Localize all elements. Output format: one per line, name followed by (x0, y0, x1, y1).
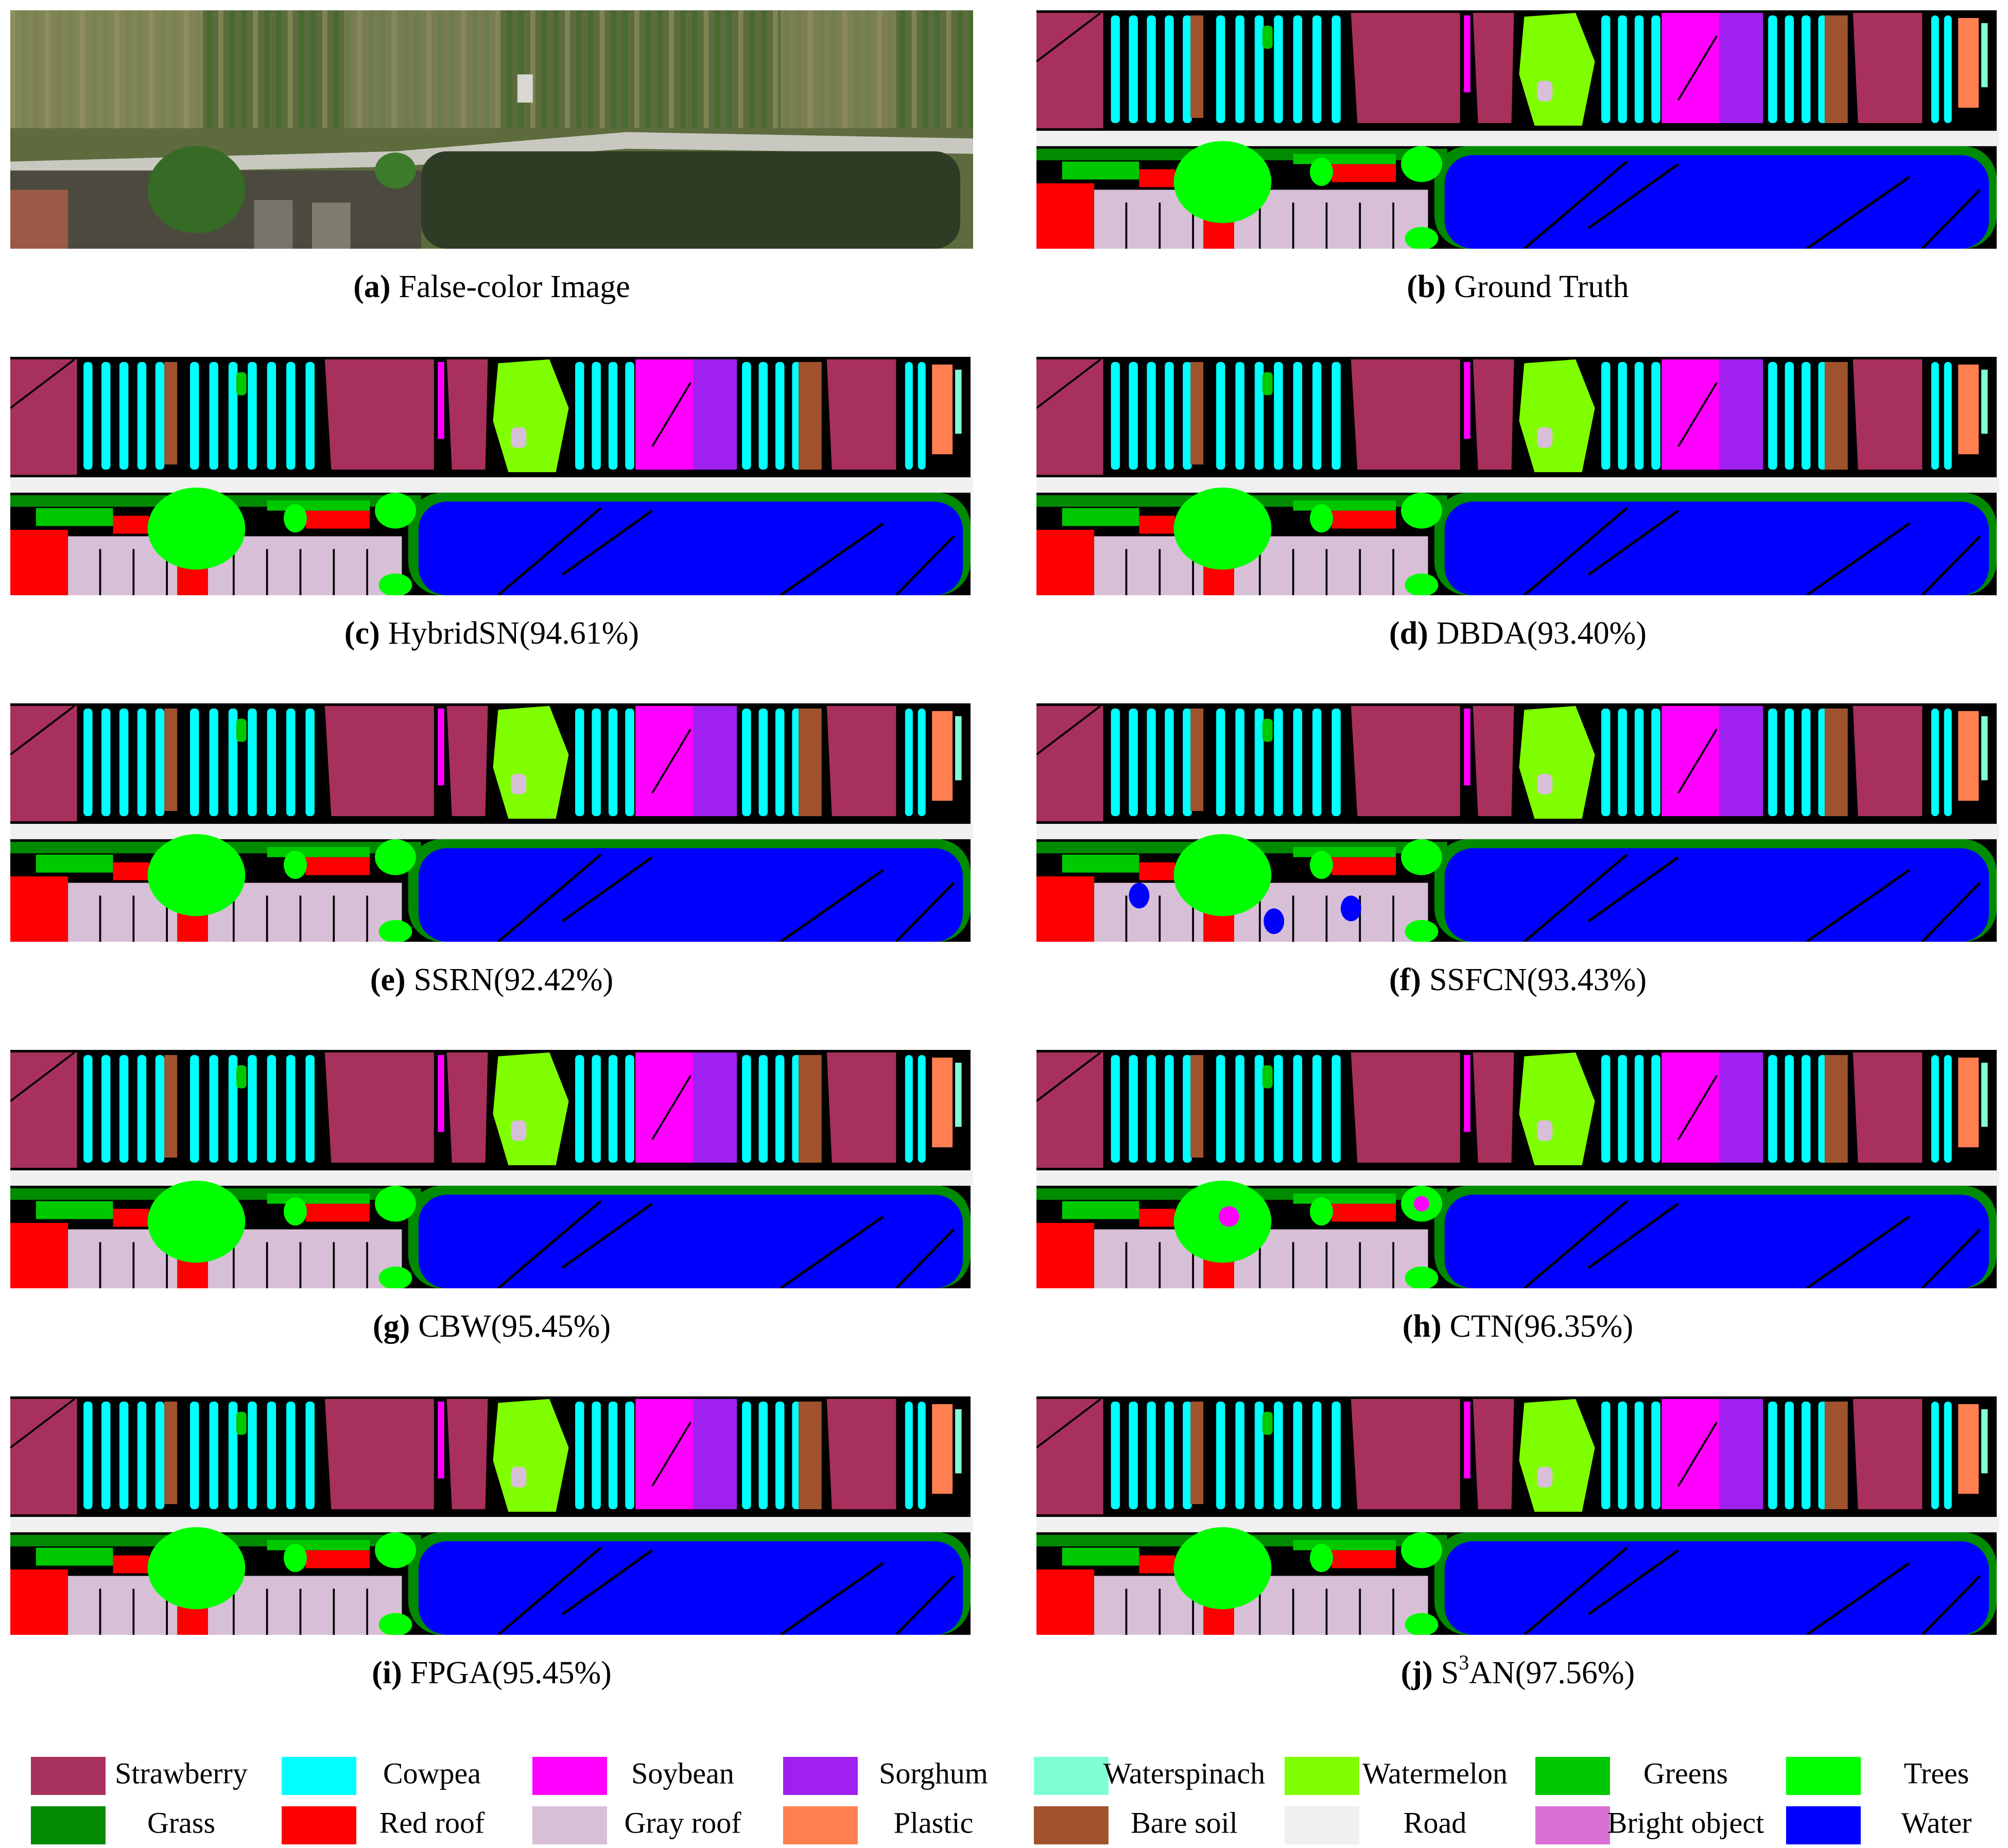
legend-label: Soybean (631, 1756, 734, 1790)
caption-label: (g) (373, 1309, 410, 1344)
legend-swatch (31, 1757, 106, 1795)
caption: (i) FPGA(95.45%) (372, 1655, 611, 1690)
legend-label: Trees (1904, 1756, 1969, 1790)
classification-map (10, 357, 973, 595)
panel: (d) DBDA(93.40%) (1036, 357, 1999, 651)
caption-label: (a) (353, 269, 390, 304)
classification-map (1036, 1050, 1999, 1288)
legend-swatch (1034, 1757, 1109, 1795)
legend-swatch (1285, 1806, 1359, 1844)
legend-label: Grass (147, 1806, 215, 1839)
caption: (c) HybridSN(94.61%) (344, 616, 639, 651)
caption-text-tail: AN(97.56%) (1469, 1655, 1635, 1690)
caption-text: S (1441, 1655, 1459, 1690)
panel: (c) HybridSN(94.61%) (10, 357, 973, 651)
caption-label: (c) (344, 616, 380, 651)
legend-label: Bright object (1607, 1806, 1764, 1839)
panel: (a) False-color Image (10, 10, 973, 304)
caption-label: (b) (1407, 269, 1446, 304)
panel: (g) CBW(95.45%) (10, 1050, 973, 1344)
classification-map (1036, 357, 1999, 595)
caption-text: CTN(96.35%) (1450, 1309, 1633, 1344)
legend-swatch (1535, 1806, 1610, 1844)
legend-swatch (1535, 1757, 1610, 1795)
classification-map (1036, 10, 1999, 249)
legend-label: Bare soil (1131, 1806, 1238, 1839)
caption: (h) CTN(96.35%) (1403, 1309, 1633, 1344)
caption-label: (h) (1403, 1309, 1442, 1344)
legend-swatch (532, 1757, 607, 1795)
legend-label: Red roof (379, 1806, 485, 1839)
caption-label: (d) (1389, 616, 1428, 651)
caption: (b) Ground Truth (1407, 269, 1629, 304)
legend-swatch (1285, 1757, 1359, 1795)
legend-label: Water (1901, 1806, 1971, 1839)
legend-label: Cowpea (383, 1756, 481, 1790)
classification-map (10, 703, 973, 942)
caption: (g) CBW(95.45%) (373, 1309, 611, 1344)
caption-label: (i) (372, 1655, 402, 1690)
caption: (d) DBDA(93.40%) (1389, 616, 1647, 651)
classification-map (10, 1050, 973, 1288)
legend-swatch (532, 1806, 607, 1844)
legend-label: Strawberry (115, 1756, 248, 1790)
legend-swatch (1786, 1757, 1861, 1795)
panel: (j) S3AN(97.56%) (1036, 1396, 1999, 1690)
caption-text: FPGA(95.45%) (410, 1655, 612, 1690)
legend-swatch (1786, 1806, 1861, 1844)
legend-label: Waterspinach (1103, 1756, 1265, 1790)
caption-text: CBW(95.45%) (418, 1309, 611, 1344)
caption-label: (e) (370, 962, 406, 997)
classification-map (1036, 703, 1999, 942)
panel: (b) Ground Truth (1036, 10, 1999, 304)
caption: (f) SSFCN(93.43%) (1389, 962, 1647, 997)
classification-map (1036, 1396, 1999, 1635)
panel: (i) FPGA(95.45%) (10, 1396, 973, 1690)
legend-label: Greens (1643, 1756, 1728, 1790)
caption-superscript: 3 (1459, 1651, 1469, 1674)
legend-swatch (1034, 1806, 1109, 1844)
legend-swatch (783, 1757, 858, 1795)
legend-label: Watermelon (1362, 1756, 1508, 1790)
legend-swatch (282, 1757, 356, 1795)
legend-label: Gray roof (624, 1806, 741, 1839)
caption: (j) S3AN(97.56%) (1401, 1651, 1635, 1690)
caption-text: False-color Image (399, 269, 630, 304)
false-color-image (10, 10, 973, 249)
legend-swatch (783, 1806, 858, 1844)
caption-text: SSFCN(93.43%) (1429, 962, 1647, 997)
legend-label: Plastic (894, 1806, 974, 1839)
legend: Strawberry Cowpea Soybean Sorghum Waterspina… (31, 1756, 1972, 1844)
caption-text: HybridSN(94.61%) (388, 616, 639, 651)
caption-label: (j) (1401, 1655, 1433, 1690)
caption: (e) SSRN(92.42%) (370, 962, 613, 997)
legend-swatch (282, 1806, 356, 1844)
legend-label: Road (1404, 1806, 1466, 1839)
caption: (a) False-color Image (353, 269, 630, 304)
panel: (h) CTN(96.35%) (1036, 1050, 1999, 1344)
classification-map (10, 1396, 973, 1635)
caption-text: Ground Truth (1454, 269, 1629, 304)
legend-label: Sorghum (879, 1756, 988, 1790)
panel: (e) SSRN(92.42%) (10, 703, 973, 997)
caption-text: SSRN(92.42%) (414, 962, 614, 997)
panel: (f) SSFCN(93.43%) (1036, 703, 1999, 997)
caption-label: (f) (1389, 962, 1421, 997)
legend-swatch (31, 1806, 106, 1844)
caption-text: DBDA(93.40%) (1436, 616, 1647, 651)
